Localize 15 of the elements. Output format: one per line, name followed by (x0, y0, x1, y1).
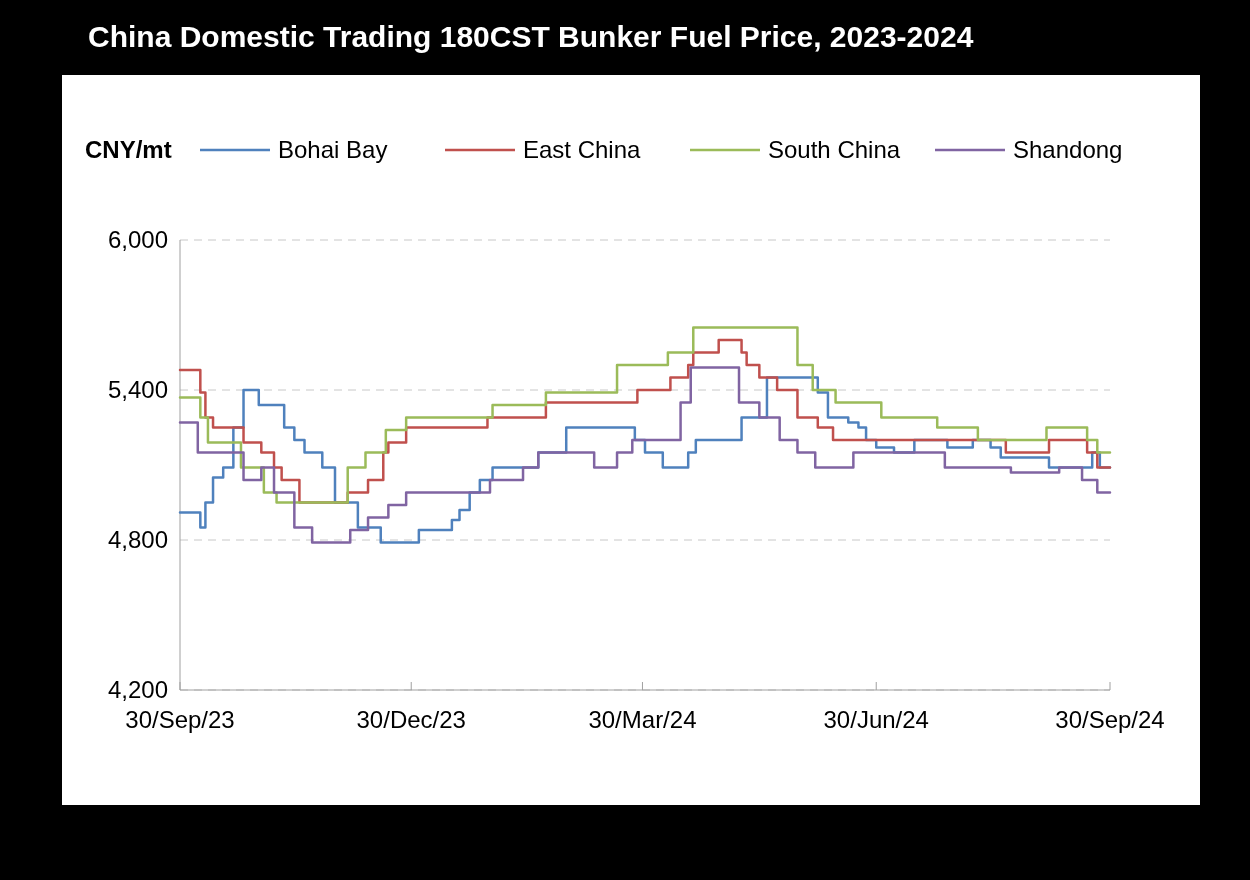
y-tick-label: 4,200 (107, 676, 168, 703)
chart-title: China Domestic Trading 180CST Bunker Fuel Price, 2023-2024 (88, 20, 974, 53)
x-tick-label: 30/Jun/24 (823, 706, 929, 733)
legend-label: East China (523, 136, 642, 163)
y-tick-label: 6,000 (107, 226, 168, 253)
legend-label: Bohai Bay (278, 136, 388, 163)
x-tick-label: 30/Dec/23 (356, 706, 466, 733)
legend-label: South China (768, 136, 901, 163)
x-tick-label: 30/Mar/24 (588, 706, 697, 733)
x-tick-label: 30/Sep/23 (125, 706, 235, 733)
legend-label: Shandong (1013, 136, 1123, 163)
x-tick-label: 30/Sep/24 (1055, 706, 1165, 733)
y-axis-title: CNY/mt (85, 136, 172, 163)
y-tick-label: 5,400 (107, 376, 168, 403)
y-tick-label: 4,800 (107, 526, 168, 553)
